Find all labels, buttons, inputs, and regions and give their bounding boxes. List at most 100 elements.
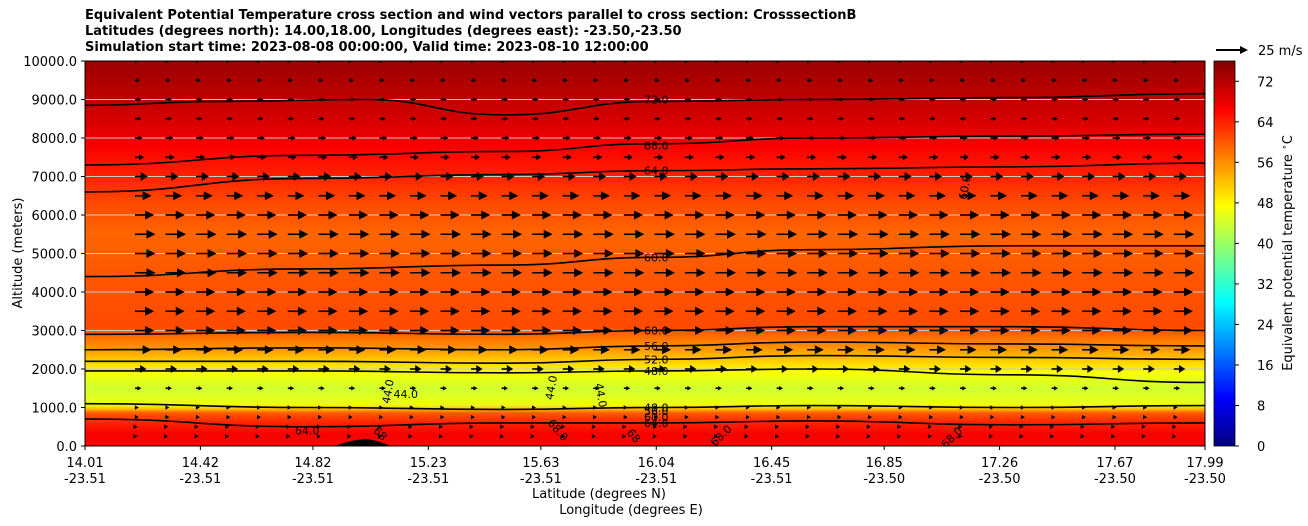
wind-vector-head <box>753 345 763 355</box>
wind-vector-head <box>1084 116 1089 121</box>
wind-vector-head <box>934 364 941 374</box>
wind-vector-head <box>788 229 798 239</box>
wind-vector-head <box>776 405 781 410</box>
wind-vector-head <box>134 414 139 420</box>
wind-vector-head <box>1092 210 1102 220</box>
wind-vector-head <box>775 434 780 439</box>
wind-vector-head <box>665 249 675 258</box>
wind-vector-head <box>1177 135 1182 141</box>
wind-vector-head <box>1050 434 1055 439</box>
wind-vector-head <box>664 210 674 220</box>
wind-vector-head <box>377 434 382 439</box>
wind-vector-head <box>807 405 812 410</box>
wind-vector-head <box>963 135 968 141</box>
wind-vector-head <box>840 386 845 391</box>
wind-vector-head <box>989 424 994 429</box>
wind-vector-head <box>198 116 203 121</box>
wind-vector-head <box>782 172 790 181</box>
wind-vector-head <box>1176 97 1181 102</box>
wind-vector-head <box>316 434 321 439</box>
wind-vector-head <box>534 116 539 121</box>
colorbar-tick-label: 48 <box>1257 197 1274 212</box>
contour-label: 44.0 <box>543 374 560 400</box>
wind-vector-head <box>1153 306 1163 316</box>
wind-vector-head <box>542 210 552 220</box>
wind-vector-head <box>662 345 672 355</box>
wind-vector-head <box>1024 135 1029 141</box>
wind-vector-head <box>717 97 722 102</box>
wind-vector-head <box>440 61 445 64</box>
wind-vector-head <box>328 306 338 316</box>
wind-vector-head <box>879 229 889 239</box>
wind-vector-head <box>562 414 567 420</box>
wind-vector-head <box>236 210 246 220</box>
wind-vector-head <box>169 135 174 141</box>
wind-vector-head <box>268 249 278 258</box>
wind-vector-head <box>570 345 580 355</box>
wind-vector-head <box>717 116 722 121</box>
quiver-key: 25 m/s <box>1216 44 1303 59</box>
wind-vector-head <box>140 364 147 374</box>
wind-vector-head <box>1147 154 1153 161</box>
wind-vector-head <box>1051 61 1056 64</box>
wind-vector-head <box>1113 78 1118 83</box>
wind-vector-head <box>898 61 903 64</box>
wind-vector-head <box>476 364 483 374</box>
wind-vector-head <box>788 268 798 278</box>
wind-vector-head <box>390 268 400 278</box>
wind-vector-head <box>1061 326 1071 335</box>
wind-vector-head <box>940 268 950 278</box>
wind-vector-head <box>870 386 875 391</box>
wind-vector-head <box>1063 229 1073 239</box>
wind-vector-head <box>931 116 936 121</box>
wind-vector-head <box>757 249 767 258</box>
wind-vector-head <box>805 434 810 439</box>
wind-vector-head <box>655 78 660 83</box>
wind-vector-head <box>200 154 206 161</box>
wind-vector-head <box>716 78 721 83</box>
wind-vector-head <box>809 386 814 391</box>
wind-vector-head <box>262 172 271 181</box>
wind-vector-head <box>866 424 871 429</box>
wind-vector-head <box>1061 306 1071 316</box>
wind-vector-head <box>448 191 458 201</box>
y-tick-label: 0.0 <box>56 440 77 455</box>
wind-vector-head <box>234 345 244 355</box>
wind-vector-head <box>933 154 939 161</box>
wind-vector-head <box>469 424 474 429</box>
x-tick-label-longitude: -23.51 <box>179 472 221 487</box>
wind-vector-head <box>603 306 613 316</box>
wind-vector-head <box>470 405 475 410</box>
wind-vector-head <box>348 405 353 410</box>
wind-vector-head <box>595 116 600 121</box>
y-axis-label: Altitude (meters) <box>11 198 26 309</box>
wind-vector-head <box>814 191 824 201</box>
wind-vector-head <box>389 326 399 335</box>
wind-vector-head <box>874 172 882 181</box>
wind-vector-head <box>329 249 339 258</box>
wind-vector-head <box>1019 424 1024 429</box>
wind-vector-head <box>1146 135 1151 141</box>
wind-vector-head <box>811 154 817 161</box>
wind-vector-head <box>533 78 538 83</box>
wind-vector-head <box>352 135 357 141</box>
wind-vector-head <box>779 386 784 391</box>
wind-vector-head <box>226 405 231 410</box>
wind-vector-head <box>203 345 213 355</box>
wind-vector-head <box>992 386 997 391</box>
wind-vector-head <box>323 364 330 374</box>
wind-vector-head <box>1111 424 1116 429</box>
wind-vector-head <box>504 386 509 391</box>
wind-vector-head <box>561 434 566 439</box>
wind-vector-head <box>623 405 628 410</box>
wind-vector-head <box>145 306 155 316</box>
wind-vector-head <box>297 326 307 335</box>
wind-vector-head <box>841 135 846 141</box>
wind-vector-head <box>324 172 332 181</box>
wind-vector-head <box>870 116 875 121</box>
wind-vector-head <box>264 345 274 355</box>
wind-vector-head <box>1057 172 1065 181</box>
wind-vector-head <box>389 210 399 220</box>
wind-vector-head <box>992 116 997 121</box>
wind-vector-head <box>654 414 659 420</box>
